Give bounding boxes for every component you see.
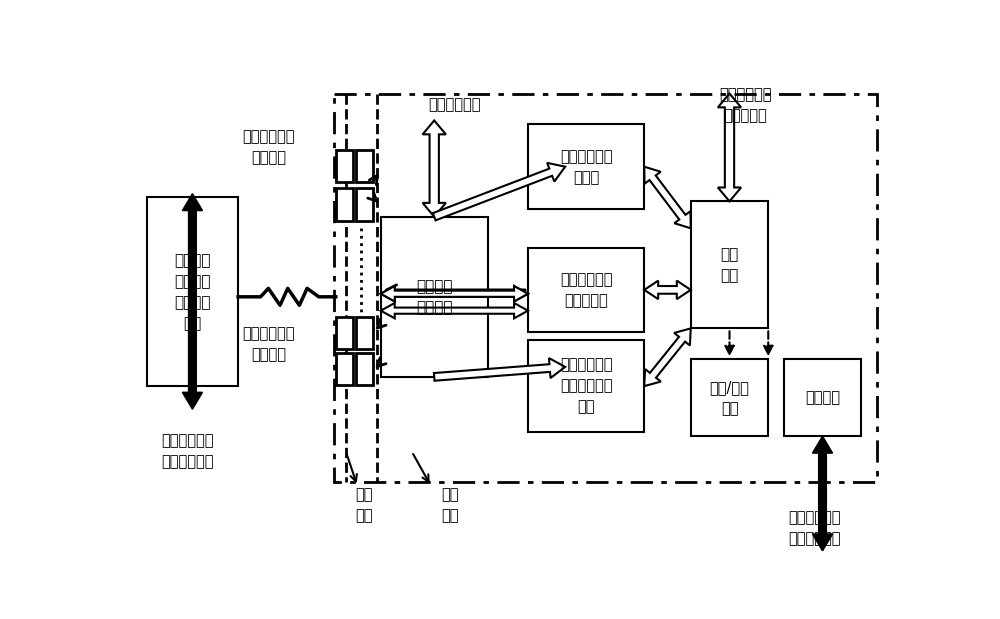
Bar <box>528 340 644 432</box>
Bar <box>356 353 373 386</box>
Text: 为校准装置提
供程控与供电: 为校准装置提 供程控与供电 <box>161 433 213 470</box>
Polygon shape <box>434 358 565 381</box>
Text: 测试端口（接
收通道）: 测试端口（接 收通道） <box>242 326 295 361</box>
Text: 测试
端面: 测试 端面 <box>355 488 372 524</box>
Bar <box>356 188 373 220</box>
Bar <box>691 201 768 329</box>
Bar <box>336 188 353 220</box>
Polygon shape <box>381 303 528 318</box>
Text: 校准通道
路由单元: 校准通道 路由单元 <box>416 279 452 315</box>
Polygon shape <box>381 286 528 301</box>
Bar <box>784 359 861 436</box>
Text: 校准
端面: 校准 端面 <box>442 488 459 524</box>
Text: 小型化功率校
准模块: 小型化功率校 准模块 <box>560 149 612 184</box>
Polygon shape <box>433 163 565 220</box>
Bar <box>381 217 488 377</box>
Bar <box>528 124 644 209</box>
Text: 微波半导
体器件多
参数测试
设备: 微波半导 体器件多 参数测试 设备 <box>174 253 211 331</box>
Text: 小型化标准信
号发生模块: 小型化标准信 号发生模块 <box>560 272 612 308</box>
Polygon shape <box>381 286 528 301</box>
Bar <box>356 150 373 182</box>
Bar <box>356 317 373 349</box>
Text: 来自主控单元: 来自主控单元 <box>428 98 481 113</box>
Polygon shape <box>423 121 446 217</box>
Polygon shape <box>644 167 691 228</box>
Text: 来自外部上位
机程控与供电: 来自外部上位 机程控与供电 <box>788 511 841 547</box>
Bar <box>147 197 238 386</box>
Text: 接口单元: 接口单元 <box>805 390 840 405</box>
Bar <box>528 248 644 332</box>
Text: 小型化矢量网
络分析仪校准
模块: 小型化矢量网 络分析仪校准 模块 <box>560 358 612 415</box>
Bar <box>336 353 353 386</box>
Text: 存储/处理
单元: 存储/处理 单元 <box>710 379 749 416</box>
Text: 主控
单元: 主控 单元 <box>720 247 739 283</box>
Polygon shape <box>644 280 691 299</box>
Bar <box>336 150 353 182</box>
Polygon shape <box>182 194 202 409</box>
Polygon shape <box>644 329 691 386</box>
Polygon shape <box>718 93 741 201</box>
Polygon shape <box>812 436 833 551</box>
Bar <box>336 317 353 349</box>
Bar <box>334 93 877 482</box>
Text: 测试端口（发
射通道）: 测试端口（发 射通道） <box>242 129 295 165</box>
Bar <box>691 359 768 436</box>
Text: 去控制校准通
道路由单元: 去控制校准通 道路由单元 <box>719 87 771 123</box>
